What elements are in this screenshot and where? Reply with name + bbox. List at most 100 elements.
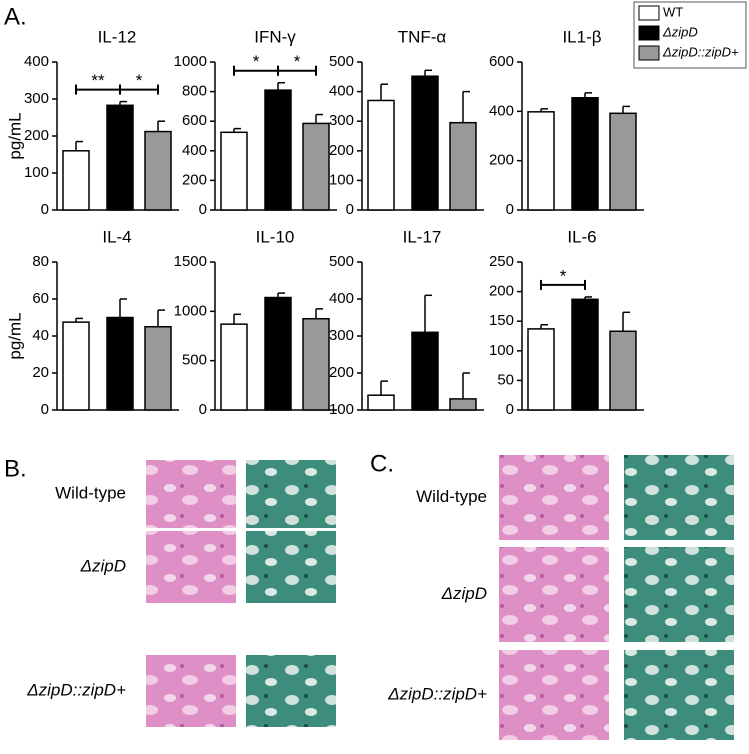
gms-stain-image xyxy=(624,455,734,540)
gms-stain-image xyxy=(246,460,336,528)
y-tick-label: 300 xyxy=(329,112,354,129)
bar xyxy=(449,398,477,411)
y-tick-label: 0 xyxy=(506,401,514,418)
he-stain-image xyxy=(146,460,236,528)
y-tick-label: 100 xyxy=(329,401,354,418)
significance-label: * xyxy=(294,52,301,71)
y-tick-label: 250 xyxy=(489,253,514,270)
legend-label: WT xyxy=(663,4,683,19)
gms-stain-image xyxy=(624,650,734,740)
bar xyxy=(527,328,555,411)
panel-label: B. xyxy=(4,455,27,482)
significance-label: * xyxy=(560,266,567,285)
y-tick-label: 60 xyxy=(32,290,49,307)
y-tick-label: 0 xyxy=(41,201,49,218)
y-tick-label: 1000 xyxy=(174,53,207,70)
legend-swatch xyxy=(638,45,660,61)
bar xyxy=(302,317,330,411)
bar xyxy=(264,89,292,211)
y-tick-label: 200 xyxy=(182,171,207,188)
y-tick-label: 400 xyxy=(329,83,354,100)
y-tick-label: 40 xyxy=(32,327,49,344)
chart-title: IFN-γ xyxy=(254,27,296,46)
bar xyxy=(220,131,248,211)
legend-label: ΔzipD xyxy=(662,24,698,39)
he-stain-image xyxy=(499,650,609,740)
chart-title: IL1-β xyxy=(562,27,601,46)
y-tick-label: 400 xyxy=(24,53,49,70)
y-tick-label: 100 xyxy=(489,342,514,359)
y-tick-label: 0 xyxy=(506,201,514,218)
y-tick-label: 200 xyxy=(329,364,354,381)
y-tick-label: 0 xyxy=(199,401,207,418)
bar xyxy=(527,111,555,211)
y-tick-label: 200 xyxy=(489,283,514,300)
bar xyxy=(220,323,248,411)
he-stain-image xyxy=(499,455,609,540)
y-tick-label: 1500 xyxy=(174,253,207,270)
bar xyxy=(571,97,599,211)
row-label: Wild-type xyxy=(55,483,126,502)
y-tick-label: 50 xyxy=(497,371,514,388)
y-tick-label: 300 xyxy=(329,327,354,344)
bar xyxy=(367,99,395,211)
y-tick-label: 80 xyxy=(32,253,49,270)
legend-label: ΔzipD::zipD+ xyxy=(662,44,739,59)
chart-title: IL-4 xyxy=(102,227,131,246)
row-label: Wild-type xyxy=(416,487,487,506)
y-tick-label: 100 xyxy=(329,171,354,188)
bar xyxy=(106,104,134,211)
chart-title: IL-10 xyxy=(256,227,295,246)
y-tick-label: 500 xyxy=(182,352,207,369)
y-tick-label: 200 xyxy=(489,152,514,169)
panel-label: C. xyxy=(370,450,394,477)
significance-label: * xyxy=(253,52,260,71)
y-tick-label: 600 xyxy=(182,112,207,129)
bar xyxy=(302,122,330,211)
y-tick-label: 0 xyxy=(346,201,354,218)
bar xyxy=(609,112,637,211)
chart-title: TNF-α xyxy=(398,27,447,46)
y-tick-label: 500 xyxy=(329,53,354,70)
he-stain-image xyxy=(146,655,236,727)
bar xyxy=(411,331,439,411)
bar xyxy=(106,316,134,411)
he-stain-image xyxy=(146,531,236,603)
y-tick-label: 0 xyxy=(199,201,207,218)
bar xyxy=(449,121,477,211)
y-tick-label: 800 xyxy=(182,83,207,100)
bar xyxy=(411,75,439,211)
row-label: ΔzipD xyxy=(441,584,487,603)
bar xyxy=(62,150,90,211)
chart-title: IL-6 xyxy=(567,227,596,246)
y-tick-label: 600 xyxy=(489,53,514,70)
y-axis-label: pg/mL xyxy=(5,112,24,159)
bar xyxy=(367,394,395,411)
y-tick-label: 400 xyxy=(182,142,207,159)
y-tick-label: 200 xyxy=(329,142,354,159)
row-label: ΔzipD xyxy=(80,556,126,575)
y-tick-label: 1000 xyxy=(174,302,207,319)
y-tick-label: 200 xyxy=(24,127,49,144)
bar xyxy=(144,130,172,211)
bar xyxy=(144,326,172,411)
bar xyxy=(62,321,90,411)
y-tick-label: 150 xyxy=(489,312,514,329)
y-tick-label: 500 xyxy=(329,253,354,270)
significance-label: ** xyxy=(91,71,105,90)
gms-stain-image xyxy=(246,655,336,727)
row-label: ΔzipD::zipD+ xyxy=(387,684,487,703)
y-tick-label: 0 xyxy=(41,401,49,418)
bar xyxy=(609,330,637,411)
bar xyxy=(571,298,599,411)
chart-title: IL-17 xyxy=(403,227,442,246)
he-stain-image xyxy=(499,547,609,642)
y-axis-label: pg/mL xyxy=(5,312,24,359)
legend-swatch xyxy=(638,25,660,41)
gms-stain-image xyxy=(624,547,734,642)
gms-stain-image xyxy=(246,531,336,603)
panel-label: A. xyxy=(4,3,27,30)
y-tick-label: 100 xyxy=(24,164,49,181)
bar xyxy=(264,296,292,411)
